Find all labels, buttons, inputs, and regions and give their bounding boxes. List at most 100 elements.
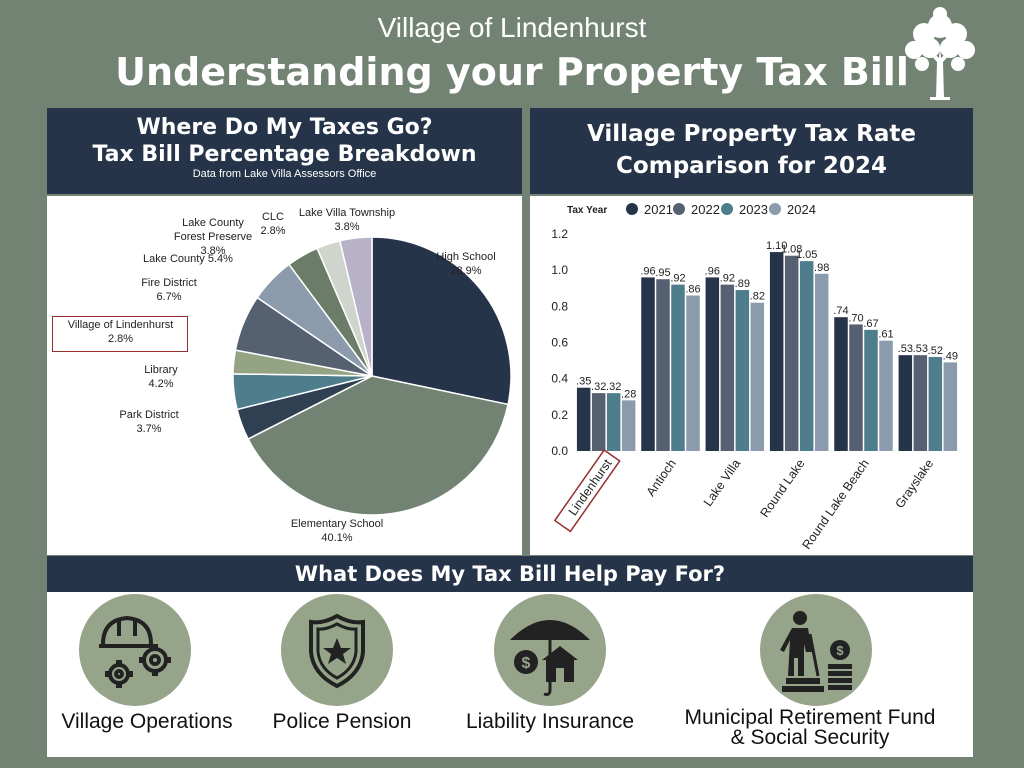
pie-label-high-school: High School 28.9% (436, 251, 496, 277)
data-label: .70 (848, 312, 863, 324)
service-item-liability-insurance: $ (494, 594, 606, 706)
bar-antioch-2024 (686, 295, 700, 451)
data-source-note: Data from Lake Villa Assessors Office (192, 168, 377, 180)
tree-logo-icon (905, 7, 975, 100)
bar-lindenhurst-2022 (591, 393, 606, 451)
pie-label-lake-county-forest-preserve: Lake County Forest Preserve 3.8% (173, 217, 253, 257)
bar-antioch-2022 (656, 279, 670, 451)
legend-title: Tax Year (567, 205, 607, 216)
pie-label-library: Library 4.2% (144, 364, 178, 390)
pie-chart (232, 236, 512, 516)
bar-lindenhurst-2023 (606, 393, 621, 451)
pie-panel-title: Where Do My Taxes Go? (136, 115, 433, 140)
retiree-coins-icon: $ (780, 611, 852, 692)
service-item-village-operations (79, 594, 191, 706)
pie-label-village-of-lindenhurst: Village of Lindenhurst 2.8% (67, 319, 174, 345)
police-badge-icon (309, 613, 365, 689)
y-tick-label: 0.8 (551, 299, 568, 313)
pie-slice-lake-villa-township (338, 236, 373, 377)
bar-round-lake-2021 (769, 252, 784, 451)
data-label: .52 (928, 345, 943, 357)
lindenhurst-highlight-box (52, 316, 188, 352)
bar-round-lake-beach-2024 (879, 340, 893, 451)
bar-round-lake-beach-2021 (834, 317, 848, 451)
page-subtitle: Village of Lindenhurst (377, 12, 647, 43)
data-label: 1.05 (796, 249, 817, 261)
pie-label-clc: CLC 2.8% (260, 211, 286, 237)
data-label: .82 (750, 291, 765, 303)
legend-label-2023: 2023 (739, 202, 768, 217)
category-label-round-lake-beach: Round Lake Beach (799, 457, 871, 552)
bar-lindenhurst-2021 (576, 387, 591, 451)
bar-lindenhurst-2024 (621, 400, 636, 451)
legend-swatch-2022 (673, 203, 685, 215)
pie-label-lake-villa-township: Lake Villa Township 3.8% (298, 207, 396, 233)
bar-chart: 0.0 0.2 0.4 0.6 0.8 1.0 1.2 Tax Year 2021 2022 202… (551, 202, 958, 552)
data-label: 1.10 (766, 240, 787, 252)
bar-grayslake-2023 (928, 356, 943, 451)
svg-text:$: $ (836, 643, 844, 658)
bar-lake-villa-2024 (750, 302, 765, 451)
data-label: .92 (720, 273, 735, 285)
service-label-line1: Municipal Retirement Fund (684, 706, 936, 729)
data-label: .53 (913, 343, 928, 355)
data-label: 1.08 (781, 244, 802, 256)
bar-lake-villa-2022 (720, 284, 735, 451)
bar-grayslake-2022 (913, 355, 928, 451)
data-label: .49 (943, 350, 958, 362)
service-item-municipal-retirement: $ (760, 594, 872, 706)
lindenhurst-highlight-box (553, 449, 621, 533)
bar-grayslake-2021 (898, 355, 913, 451)
service-label-village-operations: Village Operations (61, 710, 233, 733)
data-label: .28 (621, 388, 636, 400)
y-tick-label: 0.0 (551, 444, 568, 458)
pie-slice-elementary-school (247, 375, 509, 516)
service-label-police-pension: Police Pension (272, 710, 412, 733)
data-label: .86 (685, 283, 700, 295)
data-label: .61 (878, 329, 893, 341)
y-tick-label: 0.4 (551, 372, 568, 386)
pie-label-lake-county: Lake County 5.4% (143, 253, 233, 265)
pie-panel-subtitle: Tax Bill Percentage Breakdown (92, 142, 477, 167)
pie-slice-high-school (371, 236, 512, 406)
bar-antioch-2021 (641, 277, 655, 451)
service-label-municipal-retirement: Municipal Retirement Fund & Social Secur… (660, 706, 960, 749)
bar-round-lake-beach-2022 (849, 324, 863, 451)
pie-label-elementary-school: Elementary School 40.1% (290, 518, 384, 544)
bar-round-lake-2024 (814, 273, 829, 451)
data-label: .53 (898, 343, 913, 355)
category-label-antioch: Antioch (644, 457, 679, 499)
pie-panel-header: Where Do My Taxes Go? Tax Bill Percentag… (47, 108, 522, 194)
data-label: .35 (576, 376, 591, 388)
data-label: .96 (640, 265, 655, 277)
bar-panel-title: Village Property Tax Rate (587, 121, 916, 147)
hardhat-gears-icon (99, 615, 171, 688)
bar-round-lake-2023 (799, 261, 814, 451)
bar-grayslake-2024 (943, 362, 958, 451)
legend-swatch-2023 (721, 203, 733, 215)
legend-label-2022: 2022 (691, 202, 720, 217)
pie-label-fire-district: Fire District 6.7% (141, 277, 197, 303)
service-label-line2: & Social Security (730, 726, 890, 749)
bar-panel-header: Village Property Tax Rate Comparison for… (530, 108, 973, 194)
bar-round-lake-beach-2023 (864, 329, 878, 451)
legend-swatch-2024 (769, 203, 781, 215)
y-tick-label: 0.6 (551, 336, 568, 350)
data-label: .95 (655, 267, 670, 279)
data-label: .32 (591, 381, 606, 393)
bar-antioch-2023 (671, 284, 685, 451)
data-label: .98 (814, 262, 829, 274)
bar-round-lake-2022 (784, 255, 799, 451)
legend-label-2021: 2021 (644, 202, 673, 217)
umbrella-house-icon: $ (510, 620, 590, 696)
category-label-lindenhurst: Lindenhurst (566, 456, 615, 518)
data-label: .67 (863, 318, 878, 330)
y-tick-label: 1.2 (551, 227, 568, 241)
bar-lake-villa-2023 (735, 290, 750, 451)
data-label: .92 (670, 273, 685, 285)
category-label-grayslake: Grayslake (893, 457, 937, 511)
services-header: What Does My Tax Bill Help Pay For? (47, 556, 973, 592)
y-tick-label: 1.0 (551, 263, 568, 277)
svg-text:$: $ (522, 655, 531, 672)
legend-swatch-2021 (626, 203, 638, 215)
